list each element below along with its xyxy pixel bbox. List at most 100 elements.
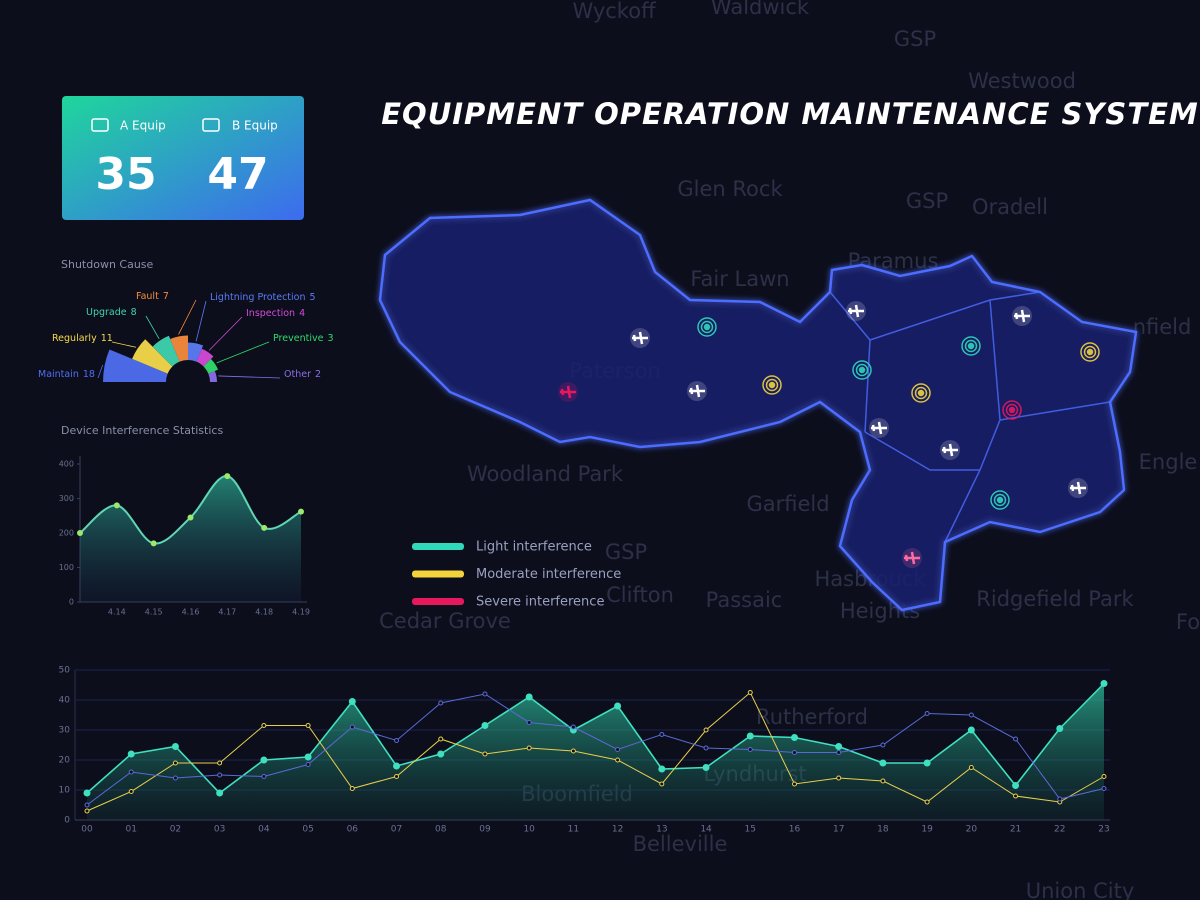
rose-sector <box>188 342 204 362</box>
signal-ring <box>1002 400 1022 420</box>
data-point <box>1101 774 1107 779</box>
data-point <box>305 723 311 728</box>
map-markers <box>558 301 1100 568</box>
x-tick-label: 4.14 <box>108 608 126 617</box>
data-point <box>703 727 709 733</box>
place-label: Passaic <box>706 588 783 612</box>
place-label: Woodland Park <box>467 462 624 486</box>
x-tick-label: 14 <box>700 825 712 835</box>
rose-sector <box>170 335 188 362</box>
x-tick-label: 00 <box>81 825 93 835</box>
data-point <box>437 750 445 758</box>
label-value: 11 <box>101 333 113 344</box>
x-tick-label: 01 <box>125 825 136 835</box>
label-category: Other <box>284 369 311 380</box>
data-point <box>526 720 532 725</box>
place-label: Waldwick <box>711 0 810 19</box>
data-point <box>836 750 842 755</box>
data-point <box>349 786 355 791</box>
data-point <box>615 757 621 763</box>
place-label: Glen Rock <box>677 177 783 201</box>
signal-ring <box>762 375 782 395</box>
place-label: Union City <box>1026 879 1135 900</box>
data-point <box>77 530 83 536</box>
x-tick-label: 13 <box>656 825 667 835</box>
x-tick-label: 10 <box>523 825 535 835</box>
data-point <box>967 726 975 734</box>
y-tick-label: 0 <box>64 816 70 826</box>
rose-sector <box>103 349 168 382</box>
data-point <box>614 702 622 710</box>
data-point <box>836 775 842 781</box>
data-point <box>526 745 532 751</box>
rose-label: Lightning Protection 5 <box>210 292 316 303</box>
data-point <box>438 700 444 706</box>
x-tick-label: 11 <box>568 825 579 835</box>
data-point <box>747 690 753 695</box>
data-point <box>835 743 843 750</box>
x-tick-label: 4.17 <box>218 608 236 617</box>
leader-line <box>195 300 207 342</box>
chart-title: Device Interference Statistics <box>61 424 223 437</box>
data-point <box>128 789 134 794</box>
leader-line <box>111 341 137 348</box>
equip-value: 35 <box>95 149 156 200</box>
label-category: Maintain <box>38 369 79 380</box>
x-tick-label: 4.15 <box>145 608 163 617</box>
label-value: 18 <box>83 369 95 380</box>
data-point <box>394 774 400 779</box>
rose-label: Other 2 <box>284 369 321 380</box>
label-category: Inspection <box>246 308 295 319</box>
label-category: Regularly <box>52 333 97 344</box>
data-point <box>659 781 665 787</box>
label-value: 4 <box>299 308 305 319</box>
signal-ring <box>964 339 978 353</box>
data-point <box>260 756 268 764</box>
data-point <box>394 738 400 743</box>
data-point <box>84 802 90 808</box>
plane-icon <box>1014 309 1030 323</box>
label-value: 7 <box>163 291 169 302</box>
signal-ring <box>993 493 1007 507</box>
data-point <box>171 743 179 750</box>
y-tick-label: 10 <box>59 786 71 796</box>
data-point <box>791 750 797 755</box>
label-value: 2 <box>315 369 321 380</box>
x-tick-label: 06 <box>347 825 359 835</box>
rose-label: Inspection 4 <box>246 308 305 319</box>
label-category: Fault <box>136 291 159 302</box>
place-label: Clifton <box>606 583 674 607</box>
x-tick-label: 15 <box>745 825 756 835</box>
data-point <box>702 764 710 771</box>
data-point <box>349 724 355 730</box>
data-point <box>217 772 223 778</box>
data-point <box>525 693 533 701</box>
x-tick-label: 03 <box>214 825 225 835</box>
x-tick-label: 4.19 <box>292 608 310 617</box>
label-category: Upgrade <box>86 307 127 318</box>
equip-value: 47 <box>207 149 268 200</box>
data-point <box>1013 736 1019 742</box>
plane-icon <box>871 421 887 435</box>
data-point <box>879 759 887 767</box>
data-point <box>1057 796 1063 802</box>
data-point <box>127 750 135 758</box>
data-point <box>924 799 930 805</box>
data-point <box>172 775 178 781</box>
rose-sector <box>208 370 217 382</box>
data-point <box>791 781 797 787</box>
data-point <box>482 691 488 697</box>
rose-sector <box>152 335 180 367</box>
place-label: GSP <box>894 27 936 51</box>
x-tick-label: 19 <box>921 825 933 835</box>
series-line <box>86 693 1105 806</box>
plane-icon <box>942 443 958 457</box>
data-point <box>880 742 886 748</box>
data-point <box>747 747 753 752</box>
plane-icon <box>632 331 648 345</box>
leader-line <box>145 315 160 339</box>
equipment-card <box>62 96 304 220</box>
y-tick-label: 0 <box>69 598 74 607</box>
legend-swatch <box>412 598 464 605</box>
place-label: Westwood <box>968 69 1076 93</box>
